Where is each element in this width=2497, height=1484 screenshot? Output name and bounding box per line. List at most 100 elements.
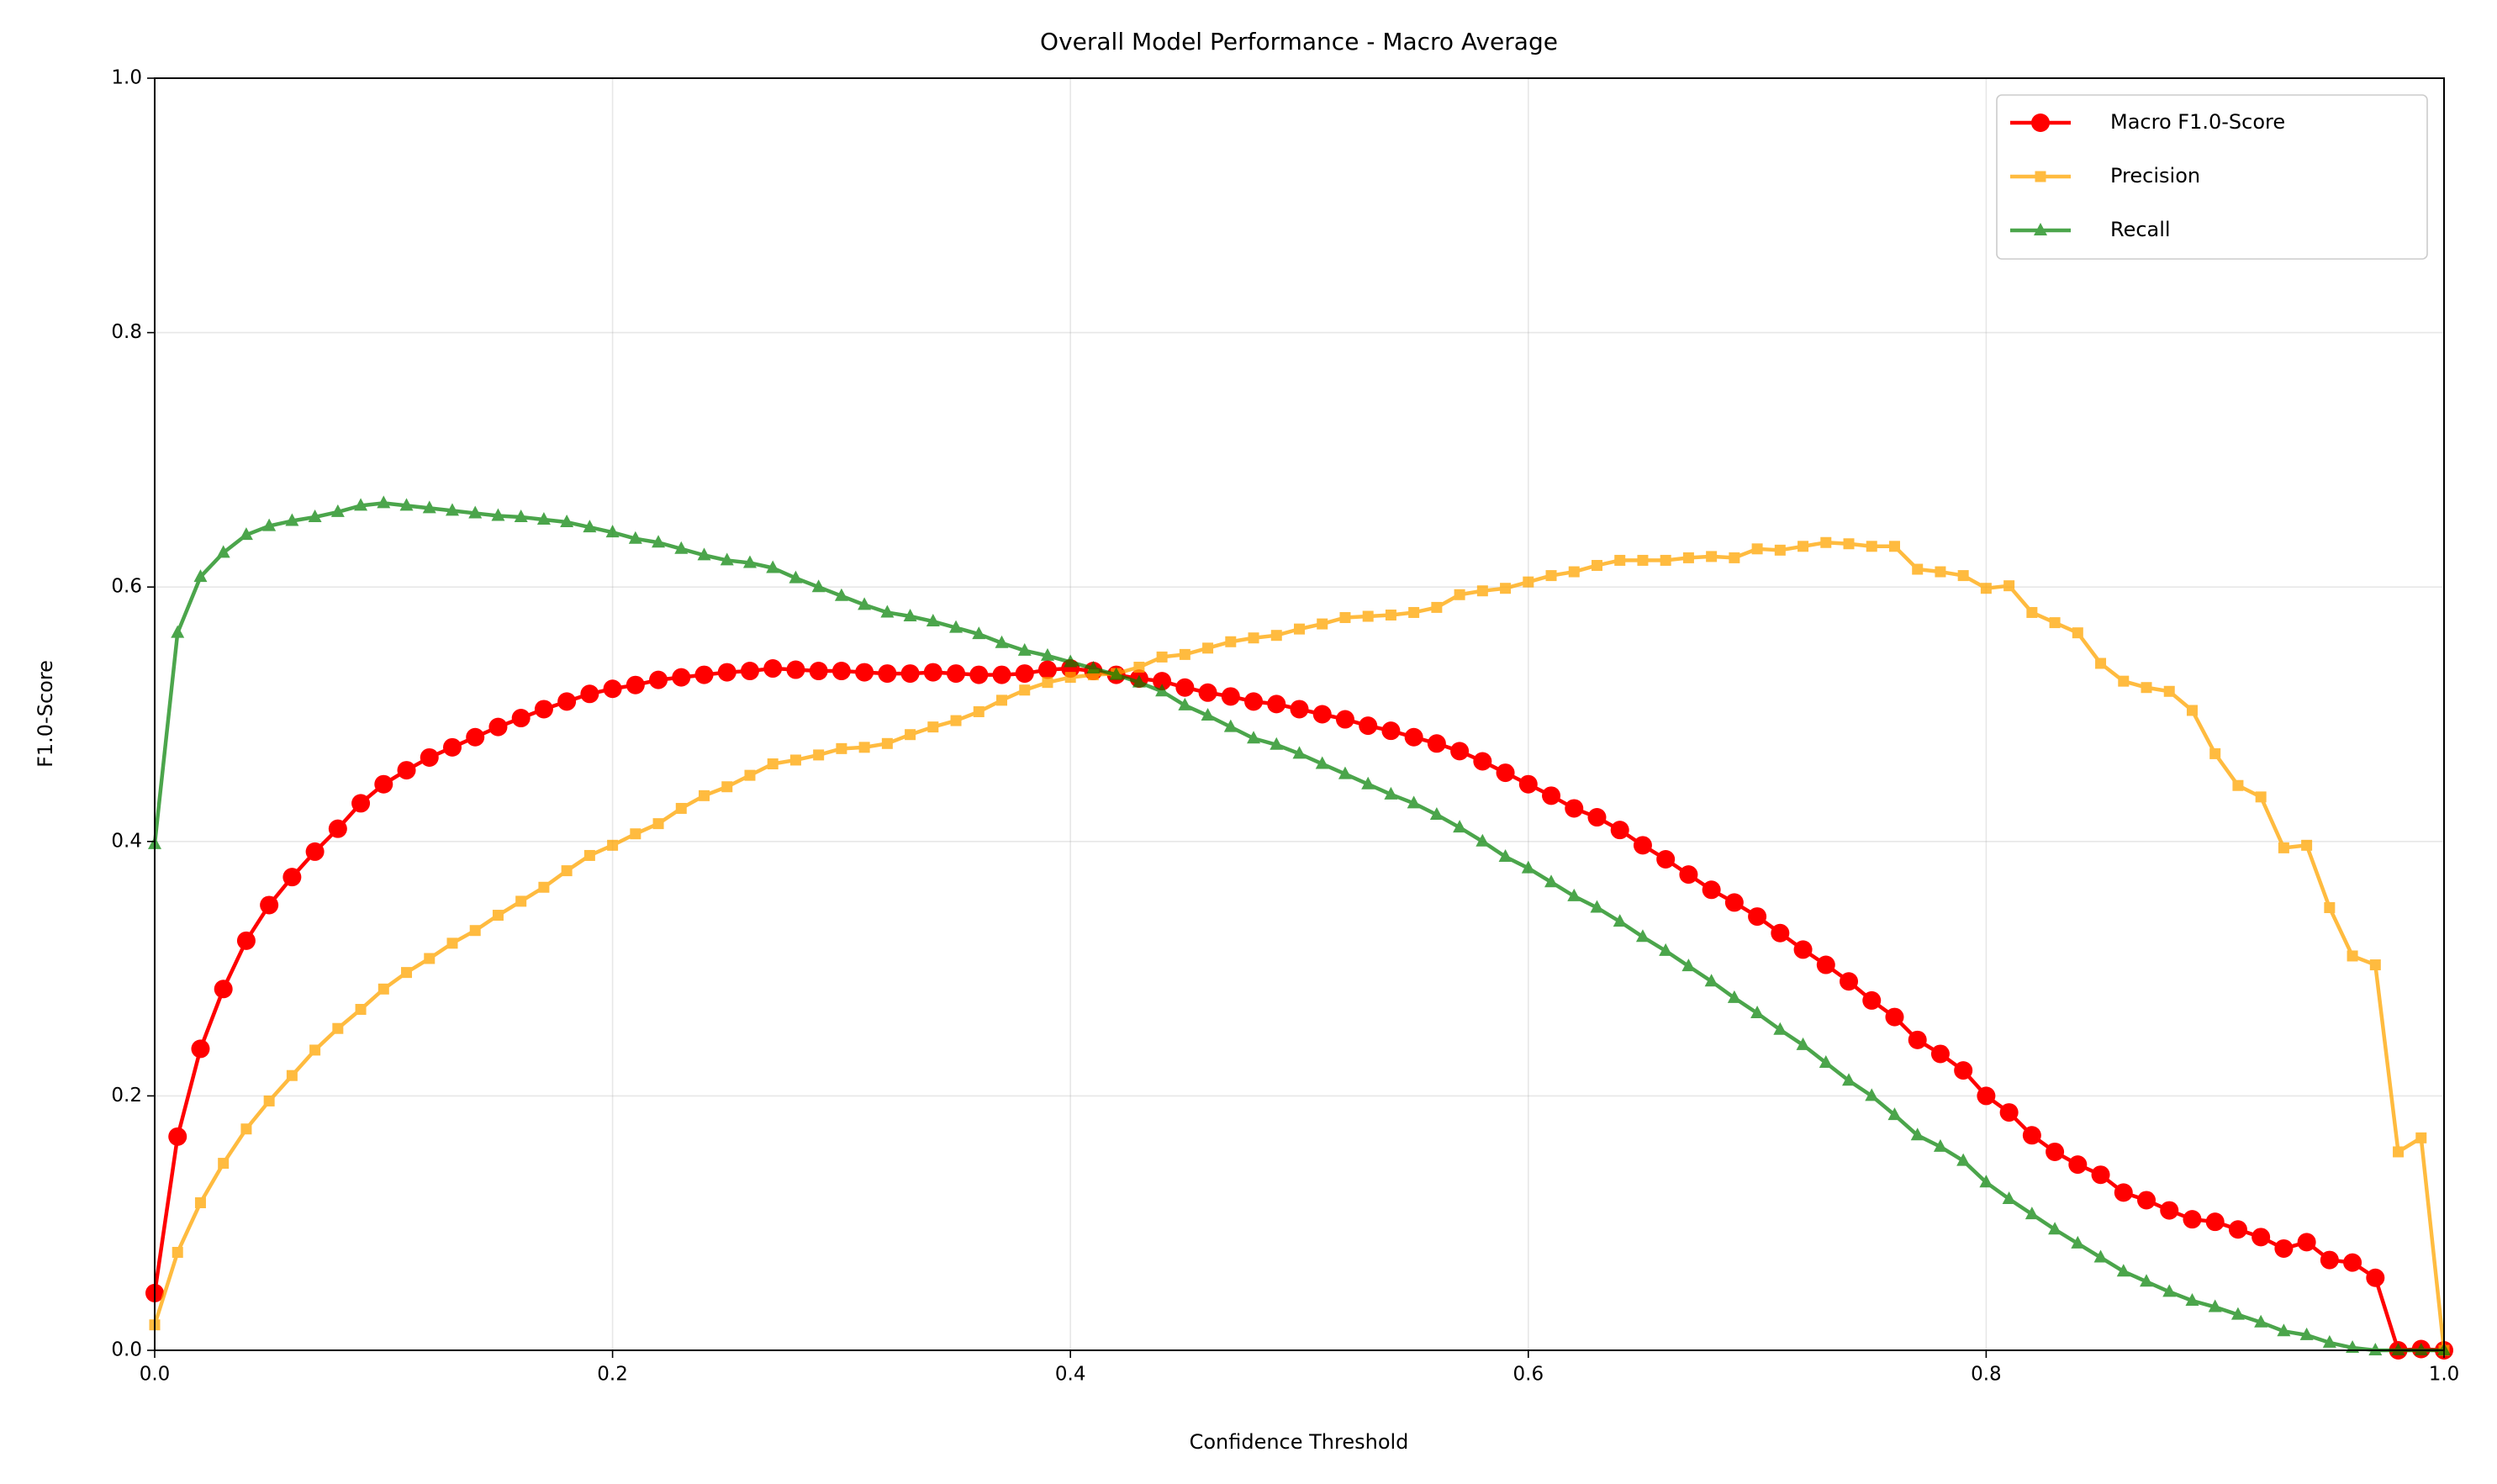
marker [262,518,277,531]
marker [2003,580,2015,592]
marker [694,665,714,684]
plot-frame [154,77,2445,1351]
marker [468,505,483,519]
marker [1153,672,1172,691]
marker [992,665,1011,684]
marker [1912,563,1924,575]
marker [1132,674,1146,688]
marker [1431,601,1443,613]
marker [1774,544,1786,556]
marker [834,588,848,601]
marker [2141,682,2152,694]
marker [2162,1284,2177,1297]
marker [560,515,574,528]
marker [1542,786,1561,805]
marker [900,664,920,684]
marker [536,512,551,525]
marker [674,541,689,554]
marker [2324,901,2336,913]
marker [1635,929,1650,943]
marker [1935,566,1946,578]
marker [1473,752,1492,771]
marker [1590,900,1604,913]
marker [561,865,573,877]
marker [308,509,322,522]
marker [1476,585,1488,597]
marker [652,818,664,830]
y-tick-label: 1.0 [111,67,142,89]
marker [2209,747,2221,759]
marker [2347,950,2358,962]
marker [2002,1191,2016,1204]
marker [2114,1183,2133,1202]
marker [2116,1264,2130,1277]
legend: Macro F1.0-Score Precision Recall [1996,94,2428,260]
marker [1793,940,1813,959]
marker [950,715,962,726]
legend-entry [2010,114,2071,132]
marker [1980,583,1992,594]
marker [878,664,897,684]
marker [1796,1037,1810,1050]
marker [2137,1191,2156,1210]
legend-label: Recall [2110,218,2171,241]
marker [1427,734,1446,753]
marker [422,500,436,514]
marker [557,692,577,711]
marker [1819,1055,1833,1069]
marker [1521,860,1535,874]
marker [740,662,759,681]
marker [1866,541,1877,552]
marker [1518,774,1538,794]
marker [2230,1307,2245,1320]
marker [742,555,757,568]
marker [2034,223,2047,235]
marker [1544,874,1559,888]
marker [377,983,389,995]
marker [286,1069,298,1081]
ticks: 0.0 0.2 0.4 0.6 0.8 1.0 0.0 0.2 0.4 0.6 0.8 1.0 [111,67,2459,1386]
y-tick-label: 0.6 [111,576,142,598]
marker [811,579,826,593]
marker [1429,807,1444,821]
marker [2072,627,2083,639]
marker [1862,990,1882,1010]
marker [1037,660,1057,679]
marker [2274,1238,2294,1258]
marker [351,794,371,813]
marker [1450,742,1470,761]
marker [2091,1165,2110,1185]
marker [1750,1006,1765,1019]
marker [466,727,485,747]
marker [330,504,345,517]
y-tick-label: 0.8 [111,321,142,343]
marker [763,659,783,679]
y-axis-label: F1.0-Score [34,660,57,768]
marker [831,662,851,681]
marker [2369,959,2381,971]
x-tick-label: 0.0 [140,1364,171,1386]
marker [744,769,756,781]
marker [1155,684,1169,697]
marker [1706,551,1718,562]
marker [263,1095,275,1106]
marker [786,660,805,679]
marker [858,597,872,610]
marker [1567,888,1581,901]
marker [1977,1086,1996,1106]
marker [492,910,504,922]
marker [1404,727,1423,747]
marker [699,790,710,801]
marker [1659,943,1673,956]
marker [1771,923,1790,943]
marker [193,569,208,583]
marker [1888,541,1900,552]
marker [1381,721,1401,741]
marker [240,1123,252,1135]
marker [491,508,505,521]
marker [1842,1073,1856,1086]
marker [1339,612,1351,624]
marker [1109,667,1123,680]
